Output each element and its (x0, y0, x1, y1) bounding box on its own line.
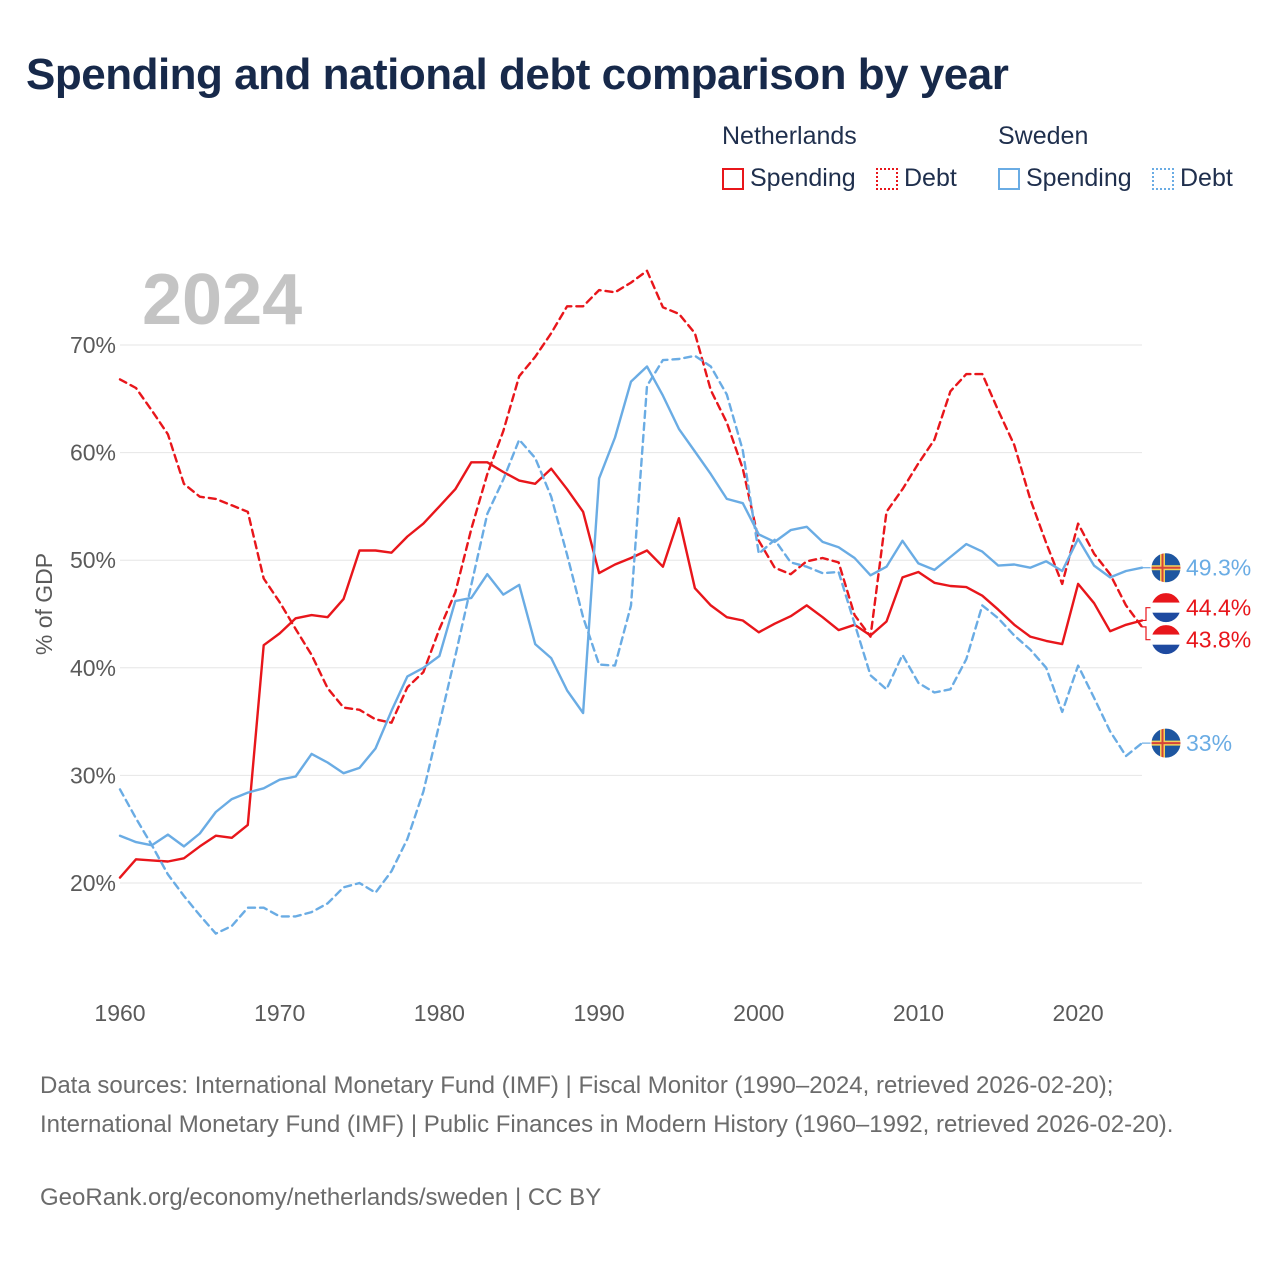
legend-group-sweden: Sweden (998, 122, 1089, 150)
end-marker-netherlands: 44.4% (1142, 592, 1251, 624)
end-value-label: 49.3% (1186, 555, 1251, 581)
dotted-line-swatch-icon (1152, 167, 1174, 190)
y-tick-label: 20% (70, 870, 116, 896)
series-line-sweden-debt[interactable] (118, 354, 1144, 935)
x-tick-label: 1970 (254, 1000, 305, 1026)
sweden-flag-icon (1150, 727, 1182, 759)
x-tick-label: 1980 (414, 1000, 465, 1026)
legend-label: Debt (1180, 164, 1233, 192)
series-line-netherlands-debt[interactable] (118, 269, 1144, 724)
x-tick-label: 2010 (893, 1000, 944, 1026)
x-tick-label: 1990 (573, 1000, 624, 1026)
credit-link[interactable]: GeoRank.org/economy/netherlands/sweden |… (40, 1184, 602, 1211)
solid-line-swatch-icon (722, 167, 744, 190)
legend-sweden-spending[interactable]: Spending (998, 164, 1132, 193)
end-marker-netherlands: 43.8% (1142, 624, 1251, 656)
legend-label: Spending (1026, 164, 1132, 192)
y-tick-label: 60% (70, 440, 116, 466)
chart-title: Spending and national debt comparison by… (26, 50, 1009, 99)
x-tick-label: 2020 (1053, 1000, 1104, 1026)
sweden-flag-icon (1150, 552, 1182, 584)
legend-sweden-debt[interactable]: Debt (1152, 164, 1233, 193)
end-value-label: 33% (1186, 730, 1232, 756)
legend-netherlands-spending[interactable]: Spending (722, 164, 856, 193)
y-tick-label: 30% (70, 762, 116, 788)
series-line-sweden-spending[interactable] (118, 365, 1144, 848)
legend-label: Spending (750, 164, 856, 192)
legend-netherlands-debt[interactable]: Debt (876, 164, 957, 193)
legend-group-netherlands: Netherlands (722, 122, 857, 150)
end-value-label: 43.8% (1186, 627, 1251, 653)
year-label: 2024 (142, 260, 302, 340)
y-tick-label: 50% (70, 547, 116, 573)
marker-connector (1142, 607, 1151, 622)
dotted-line-swatch-icon (876, 167, 898, 190)
legend: Netherlands Spending Debt Sweden Spendin… (722, 122, 1262, 202)
x-tick-label: 1960 (94, 1000, 145, 1026)
y-tick-label: 40% (70, 655, 116, 681)
y-tick-label: 70% (70, 332, 116, 358)
solid-line-swatch-icon (998, 167, 1020, 190)
legend-label: Debt (904, 164, 957, 192)
series-line-netherlands-spending[interactable] (118, 461, 1144, 879)
x-tick-label: 2000 (733, 1000, 784, 1026)
end-marker-sweden: 33% (1142, 727, 1232, 759)
marker-connector (1142, 626, 1151, 641)
end-value-label: 44.4% (1186, 595, 1251, 621)
end-marker-sweden: 49.3% (1142, 552, 1251, 584)
netherlands-flag-icon (1150, 624, 1182, 656)
netherlands-flag-icon (1150, 592, 1182, 624)
y-axis-title: % of GDP (31, 553, 57, 655)
data-sources: Data sources: International Monetary Fun… (40, 1072, 1174, 1138)
